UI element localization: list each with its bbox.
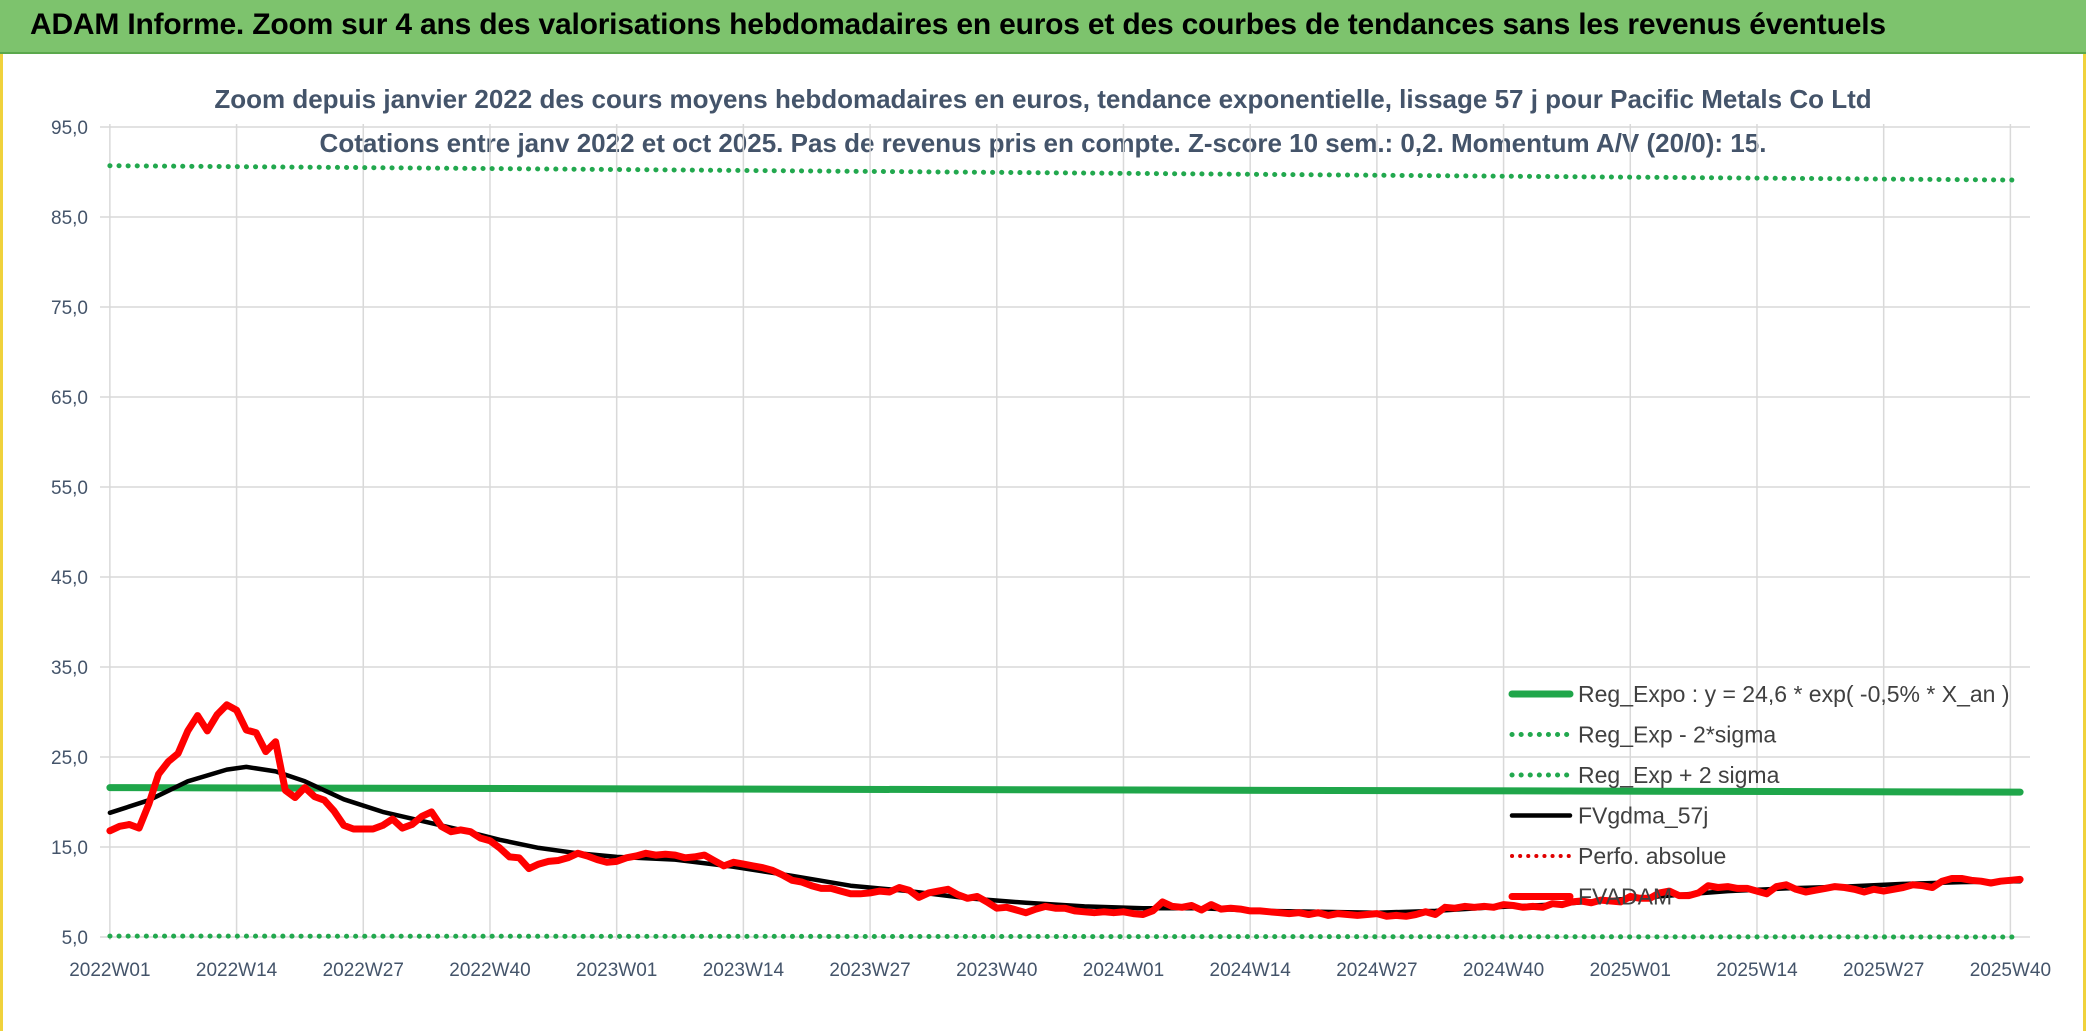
y-tick-label: 45,0 bbox=[51, 568, 88, 589]
series-line-reg-exp-plus-2sigma bbox=[107, 163, 2023, 183]
legend-label-perfo-absolue: Perfo. absolue bbox=[1578, 843, 1726, 869]
chart-subtitle-line2: Cotations entre janv 2022 et oct 2025. P… bbox=[320, 128, 1767, 158]
series-line-fvadam bbox=[106, 701, 2024, 920]
y-tick-label: 55,0 bbox=[51, 478, 88, 499]
legend-label-reg-exp-minus-2sigma: Reg_Exp - 2*sigma bbox=[1578, 722, 1776, 748]
y-tick-label: 75,0 bbox=[51, 298, 88, 319]
x-tick-label: 2025W40 bbox=[1970, 960, 2051, 981]
report-title: ADAM Informe. Zoom sur 4 ans des valoris… bbox=[30, 8, 1886, 41]
chart-grid bbox=[100, 124, 2030, 940]
x-tick-label: 2023W01 bbox=[576, 960, 657, 981]
y-tick-label: 85,0 bbox=[51, 208, 88, 229]
x-tick-label: 2023W14 bbox=[703, 960, 785, 981]
legend-label-fvgdma-57j: FVgdma_57j bbox=[1578, 803, 1708, 829]
x-tick-label: 2022W27 bbox=[323, 960, 404, 981]
chart-legend: Reg_Expo : y = 24,6 * exp( -0,5% * X_an … bbox=[1508, 681, 2010, 910]
x-tick-label: 2025W27 bbox=[1843, 960, 1924, 981]
x-tick-label: 2022W01 bbox=[69, 960, 150, 981]
series-line-reg-expo bbox=[106, 784, 2024, 796]
x-tick-label: 2023W40 bbox=[956, 960, 1037, 981]
x-axis: 2022W01 2022W14 2022W27 2022W40 2023W01 2023W… bbox=[69, 960, 2051, 981]
report-header: ADAM Informe. Zoom sur 4 ans des valoris… bbox=[0, 0, 2086, 54]
y-tick-label: 15,0 bbox=[51, 838, 88, 859]
x-tick-label: 2025W01 bbox=[1590, 960, 1671, 981]
y-tick-label: 5,0 bbox=[62, 928, 88, 949]
x-tick-label: 2024W40 bbox=[1463, 960, 1544, 981]
x-tick-label: 2024W14 bbox=[1210, 960, 1292, 981]
y-tick-label: 25,0 bbox=[51, 748, 88, 769]
x-tick-label: 2023W27 bbox=[829, 960, 910, 981]
x-tick-label: 2022W40 bbox=[449, 960, 530, 981]
y-tick-label: 35,0 bbox=[51, 658, 88, 679]
legend-label-reg-exp-plus-2sigma: Reg_Exp + 2 sigma bbox=[1578, 762, 1780, 788]
x-tick-label: 2025W14 bbox=[1716, 960, 1798, 981]
y-tick-label: 65,0 bbox=[51, 388, 88, 409]
x-tick-label: 2022W14 bbox=[196, 960, 278, 981]
plot-area bbox=[106, 163, 2024, 940]
y-axis: 95,0 85,0 75,0 65,0 55,0 45,0 35,0 25,0 15,0 5,0 bbox=[51, 118, 88, 949]
x-tick-label: 2024W27 bbox=[1336, 960, 1417, 981]
y-tick-label: 95,0 bbox=[51, 118, 88, 139]
chart-subtitle-line1: Zoom depuis janvier 2022 des cours moyen… bbox=[214, 84, 1871, 114]
x-tick-label: 2024W01 bbox=[1083, 960, 1164, 981]
legend-label-reg-expo: Reg_Expo : y = 24,6 * exp( -0,5% * X_an … bbox=[1578, 681, 2010, 707]
legend-label-fvadam: FVADAM bbox=[1578, 884, 1672, 910]
series-line-reg-exp-minus-2sigma bbox=[107, 933, 2023, 940]
